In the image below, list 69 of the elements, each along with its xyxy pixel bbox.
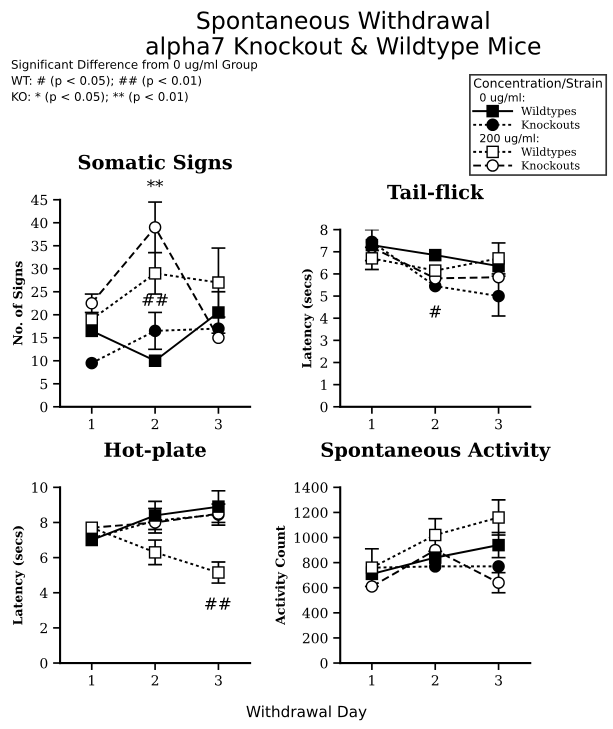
chart-title: Hot-plate [104,442,206,461]
x-tick-label: 3 [495,675,502,686]
annotation: ## [205,598,230,610]
y-axis-title: No. of Signs [12,261,26,346]
x-tick-label: 2 [432,418,438,430]
y-tick-label: 3 [320,335,328,346]
x-tick-label: 3 [215,675,222,686]
annotation: ## [142,294,168,306]
annotation: # [430,306,441,318]
legend-label: Knockouts [522,120,580,129]
y-tick-label: 1200 [294,507,328,518]
y-tick-label: 7 [320,246,328,258]
y-tick-label: 45 [31,194,48,206]
chart-title: Somatic Signs [78,154,232,174]
y-axis-title: Latency (secs) [12,526,26,625]
y-tick-label: 30 [32,264,48,274]
y-tick-label: 10 [32,482,48,493]
x-tick-label: 1 [369,675,374,686]
text: WT: # (p < 0.05); ## (p < 0.01) [11,76,202,88]
y-tick-label: 1000 [294,532,328,544]
y-tick-label: 10 [32,356,48,366]
y-tick-label: 1 [321,380,326,390]
x-tick-label: 2 [152,418,158,430]
legend-label: Knockouts [522,160,580,170]
x-tick-label: 1 [89,675,94,686]
y-axis-title: Activity Count [275,526,288,626]
legend-title: Concentration/Strain [474,78,602,89]
y-tick-label: 0 [40,402,48,412]
legend-label: Wildtypes [521,106,576,118]
text: Spontaneous Withdrawal alpha7 Knockout & Wildtype Mice [146,10,540,60]
y-axis-title: Latency (secs) [302,269,314,368]
y-tick-label: 8 [40,517,48,528]
text: Significant Difference from 0 ug/ml Group [12,60,258,72]
y-tick-label: 2 [40,622,47,634]
x-tick-label: 1 [89,418,94,430]
y-tick-label: 5 [320,291,328,302]
y-tick-label: 40 [31,218,48,228]
y-tick-label: 600 [302,582,328,594]
x-tick-label: 2 [152,675,158,686]
text: 0 ug/ml: [480,93,524,104]
y-tick-label: 4 [320,313,328,324]
x-tick-label: 3 [495,418,502,430]
text: ** [147,180,164,188]
chart-title: Spontaneous Activity [322,442,551,462]
y-tick-label: 800 [302,558,328,568]
y-tick-label: 0 [320,658,328,668]
y-tick-label: 35 [32,240,48,252]
y-tick-label: 200 [302,632,328,644]
y-tick-label: 0 [40,658,48,668]
x-tick-label: 2 [432,675,438,686]
chart-title: Tail-flick [387,184,484,200]
y-tick-label: 20 [32,310,48,320]
y-tick-label: 5 [40,378,48,390]
text: 200 ug/ml: [480,134,538,145]
y-tick-label: 2 [320,357,328,368]
text: KO: * (p < 0.05); ** (p < 0.01) [12,92,188,104]
text: Withdrawal Day [246,705,367,720]
y-tick-label: 25 [32,286,48,298]
y-tick-label: 15 [32,332,48,344]
x-tick-label: 3 [215,418,222,430]
legend-label: Wildtypes [521,147,576,158]
x-tick-label: 1 [369,418,374,430]
y-tick-label: 4 [40,588,48,598]
y-tick-label: 8 [320,224,328,236]
y-tick-label: 0 [320,402,328,412]
y-tick-label: 6 [40,552,48,564]
y-tick-label: 6 [320,268,328,280]
y-tick-label: 400 [302,608,328,618]
y-tick-label: 1400 [294,482,328,493]
